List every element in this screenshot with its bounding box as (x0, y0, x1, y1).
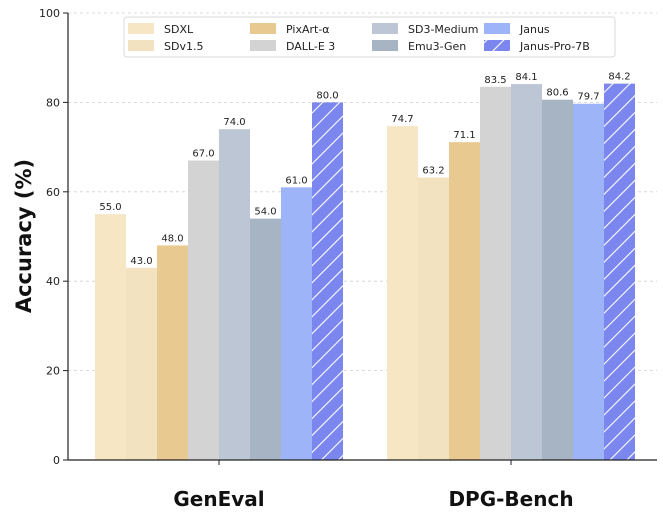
bar-sd3-medium-geneval (219, 129, 250, 460)
legend: SDXL SDv1.5 PixArt-α DALL-E 3 SD3-Medium Emu3… (123, 16, 616, 58)
bar-value-label: 55.0 (99, 202, 121, 213)
x-tick-label: GenEval (173, 487, 264, 511)
bar-sdxl-geneval (95, 214, 126, 460)
bar-emu3-gen-dpg-bench (542, 99, 573, 460)
y-tick-label: 60 (46, 186, 60, 199)
bar-value-label: 83.5 (484, 75, 506, 86)
bar-sd3-medium-dpg-bench (511, 84, 542, 460)
bar-janus-pro-7b-geneval (312, 102, 343, 461)
bar-value-label: 74.0 (223, 117, 245, 128)
y-tick-label: 100 (39, 7, 60, 20)
legend-swatch (484, 23, 510, 34)
bar-value-label: 67.0 (192, 149, 214, 160)
bar-dall-e-3-dpg-bench (480, 86, 511, 460)
bars (95, 83, 635, 461)
bar-value-label: 84.1 (515, 72, 537, 83)
bar-janus-dpg-bench (573, 103, 604, 460)
x-tick-label: DPG-Bench (448, 487, 573, 511)
bar-value-label: 84.2 (608, 72, 630, 83)
bar-janus-geneval (281, 187, 312, 460)
legend-swatch (372, 23, 398, 34)
bar-sdv1-5-geneval (126, 267, 157, 460)
legend-swatch (372, 40, 398, 51)
legend-label: SDXL (164, 23, 194, 36)
y-tick-label: 80 (46, 96, 60, 109)
legend-label: SD3-Medium (408, 23, 478, 36)
bar-value-label: 80.0 (316, 90, 338, 101)
y-tick-label: 0 (53, 454, 60, 467)
bar-value-label: 54.0 (254, 207, 276, 218)
legend-label: Janus (519, 23, 550, 36)
bar-value-label: 80.6 (546, 88, 568, 99)
bar-value-label: 48.0 (161, 233, 183, 244)
legend-label: PixArt-α (286, 23, 330, 36)
legend-label: DALL-E 3 (286, 40, 335, 53)
y-tick-label: 20 (46, 365, 60, 378)
legend-swatch (128, 40, 154, 51)
y-axis-title: Accuracy (%) (12, 159, 36, 313)
y-tick-label: 40 (46, 275, 60, 288)
bar-dall-e-3-geneval (188, 160, 219, 460)
legend-swatch (484, 40, 510, 51)
value-labels: 55.0 43.0 48.0 67.0 74.0 54.0 61.0 80.0 74.7 63.2… (99, 72, 630, 267)
legend-label: Janus-Pro-7B (519, 40, 590, 53)
axes: 0 20 40 60 80 100 GenEval DPG-Bench (39, 7, 657, 511)
bar-value-label: 79.7 (577, 92, 599, 103)
bar-emu3-gen-geneval (250, 218, 281, 460)
legend-label: SDv1.5 (164, 40, 203, 53)
legend-swatch (250, 40, 276, 51)
bar-value-label: 43.0 (130, 256, 152, 267)
bar-pixart--dpg-bench (449, 142, 480, 461)
bar-value-label: 63.2 (422, 165, 444, 176)
bar-value-label: 71.1 (453, 130, 475, 141)
bar-pixart--geneval (157, 245, 188, 460)
bar-sdxl-dpg-bench (387, 126, 418, 460)
legend-swatch (250, 23, 276, 34)
legend-label: Emu3-Gen (408, 40, 466, 53)
legend-swatch (128, 23, 154, 34)
bar-value-label: 61.0 (285, 175, 307, 186)
bar-sdv1-5-dpg-bench (418, 177, 449, 460)
bar-janus-pro-7b-dpg-bench (604, 83, 635, 460)
bar-value-label: 74.7 (391, 114, 413, 125)
